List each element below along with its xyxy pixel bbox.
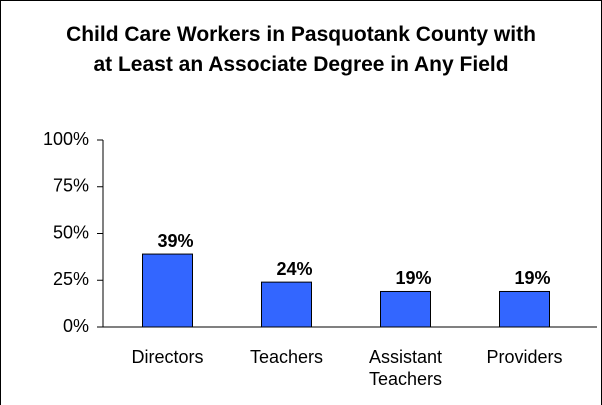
x-tick-label: Assistant Teachers xyxy=(368,347,443,389)
value-label: 19% xyxy=(395,268,431,288)
chart-title: Child Care Workers in Pasquotank County … xyxy=(66,23,536,76)
bar xyxy=(261,281,312,328)
value-label: 19% xyxy=(514,268,550,288)
bar xyxy=(380,290,431,328)
x-tick-label: Providers xyxy=(486,347,563,367)
y-tick-label: 75% xyxy=(53,176,89,196)
x-tick-label: Directors xyxy=(131,347,204,367)
y-tick-label: 25% xyxy=(53,269,89,289)
y-tick-label: 100% xyxy=(43,129,89,149)
y-tick-label: 0% xyxy=(63,316,89,336)
x-tick-label: Teachers xyxy=(249,347,324,367)
value-label: 24% xyxy=(276,259,312,279)
bar xyxy=(499,290,550,328)
y-tick-label: 50% xyxy=(53,222,89,242)
bar xyxy=(142,253,193,328)
value-label: 39% xyxy=(157,231,193,251)
